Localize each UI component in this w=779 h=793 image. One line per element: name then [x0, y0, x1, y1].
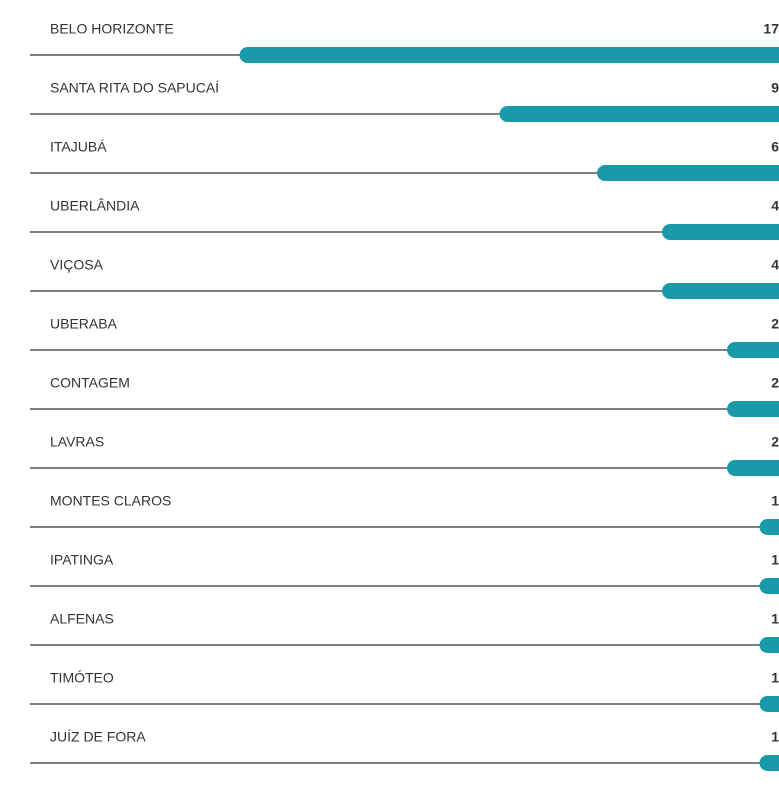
category-label: UBERABA [50, 316, 118, 332]
bar [727, 401, 779, 417]
value-label: 6 [771, 139, 779, 155]
value-label: 1 [771, 552, 779, 568]
bar [759, 696, 779, 712]
bar [499, 106, 779, 122]
category-label: TIMÓTEO [50, 670, 114, 686]
bar [759, 637, 779, 653]
value-label: 1 [771, 611, 779, 627]
category-label: SANTA RITA DO SAPUCAÍ [50, 80, 219, 96]
value-label: 1 [771, 729, 779, 745]
category-label: ITAJUBÁ [50, 139, 107, 155]
category-label: VIÇOSA [50, 257, 104, 273]
category-label: LAVRAS [50, 434, 104, 450]
category-label: MONTES CLAROS [50, 493, 171, 509]
bar [597, 165, 779, 181]
value-label: 2 [771, 316, 779, 332]
bar [759, 755, 779, 771]
value-label: 4 [771, 198, 779, 214]
bar [662, 283, 779, 299]
value-label: 1 [771, 670, 779, 686]
value-label: 17 [763, 21, 779, 37]
bar [759, 519, 779, 535]
category-label: JUÍZ DE FORA [50, 729, 146, 745]
bar [239, 47, 779, 63]
category-label: ALFENAS [50, 611, 114, 627]
category-label: IPATINGA [50, 552, 114, 568]
category-label: BELO HORIZONTE [50, 21, 174, 37]
bar [727, 460, 779, 476]
bar [727, 342, 779, 358]
value-label: 1 [771, 493, 779, 509]
value-label: 2 [771, 375, 779, 391]
bar [759, 578, 779, 594]
category-label: UBERLÂNDIA [50, 198, 140, 214]
category-label: CONTAGEM [50, 375, 130, 391]
value-label: 2 [771, 434, 779, 450]
value-label: 9 [771, 80, 779, 96]
bar [662, 224, 779, 240]
value-label: 4 [771, 257, 779, 273]
